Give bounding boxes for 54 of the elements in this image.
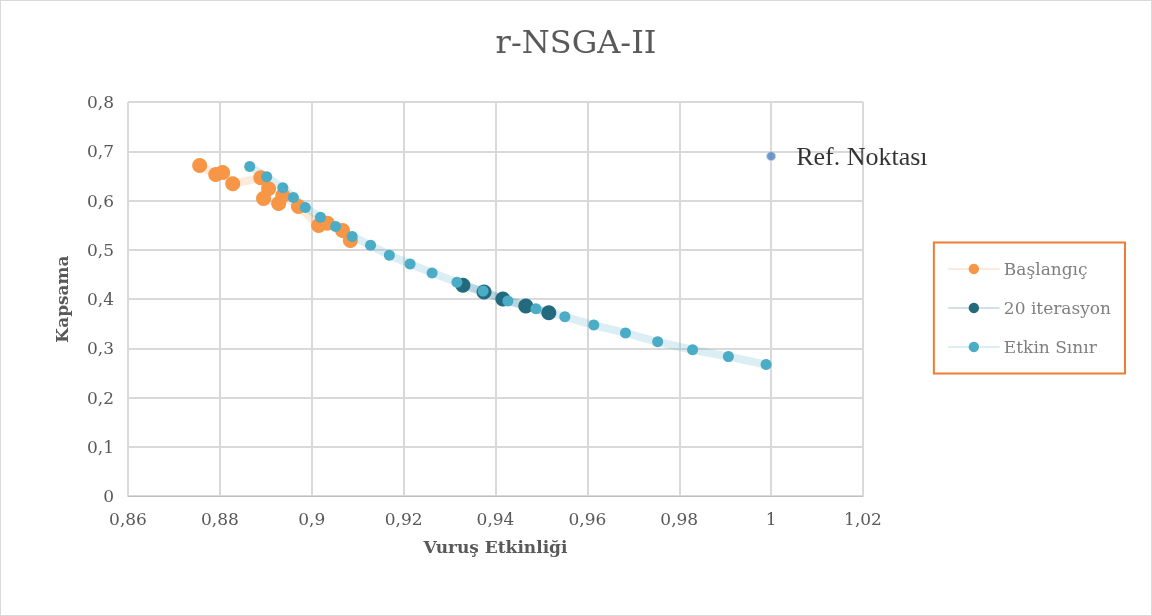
y-tick-label: 0,8	[86, 92, 114, 112]
series-label: Ref. Noktası	[796, 141, 928, 171]
y-tick-label: 0,7	[86, 141, 114, 162]
x-tick-label: 0,92	[384, 508, 423, 529]
legend-label: Etkin Sınır	[1003, 337, 1098, 357]
point	[215, 164, 231, 180]
point	[404, 258, 416, 270]
point	[620, 327, 631, 339]
x-tick-label: 0,9	[298, 508, 326, 529]
y-tick-label: 0,6	[86, 190, 114, 211]
y-tick-label: 0,1	[86, 436, 114, 457]
point	[330, 221, 342, 233]
x-axis-title: Vuruş Etkinliği	[422, 536, 569, 557]
point	[346, 230, 358, 242]
point	[365, 239, 377, 251]
point	[261, 171, 273, 183]
point	[541, 305, 557, 321]
y-tick-label: 0,3	[86, 338, 114, 359]
point	[244, 161, 256, 173]
point	[652, 336, 664, 348]
x-tick-label: 1,02	[844, 508, 882, 529]
y-tick-label: 0,4	[86, 289, 114, 309]
x-tick-label: 0,96	[568, 508, 607, 529]
point	[766, 151, 777, 162]
x-tick-label: 0,94	[476, 508, 515, 529]
point	[287, 192, 299, 204]
x-tick-label: 0,88	[200, 508, 239, 529]
y-tick-label: 0	[103, 486, 114, 506]
point	[687, 344, 699, 356]
legend-label: Başlangıç	[1003, 259, 1088, 279]
point	[277, 182, 289, 194]
y-tick-label: 0,2	[86, 387, 114, 408]
point	[225, 176, 241, 192]
point	[502, 295, 514, 307]
point	[518, 298, 534, 314]
x-tick-label: 0,86	[109, 508, 147, 529]
point	[722, 351, 734, 363]
point	[192, 158, 208, 174]
point	[559, 311, 571, 323]
point	[588, 319, 600, 331]
point	[256, 191, 272, 207]
point	[314, 211, 326, 223]
x-tick-label: 1	[765, 508, 777, 529]
point	[299, 201, 311, 213]
point	[530, 303, 542, 315]
point	[383, 249, 395, 261]
point	[451, 276, 463, 288]
x-tick-label: 0,98	[660, 508, 699, 529]
point	[760, 359, 772, 370]
y-tick-label: 0,5	[86, 239, 114, 260]
chart-title: r-NSGA-II	[495, 23, 657, 61]
point	[426, 267, 438, 279]
legend-label: 20 iterasyon	[1003, 298, 1112, 318]
y-axis-title: Kapsama	[51, 255, 72, 343]
